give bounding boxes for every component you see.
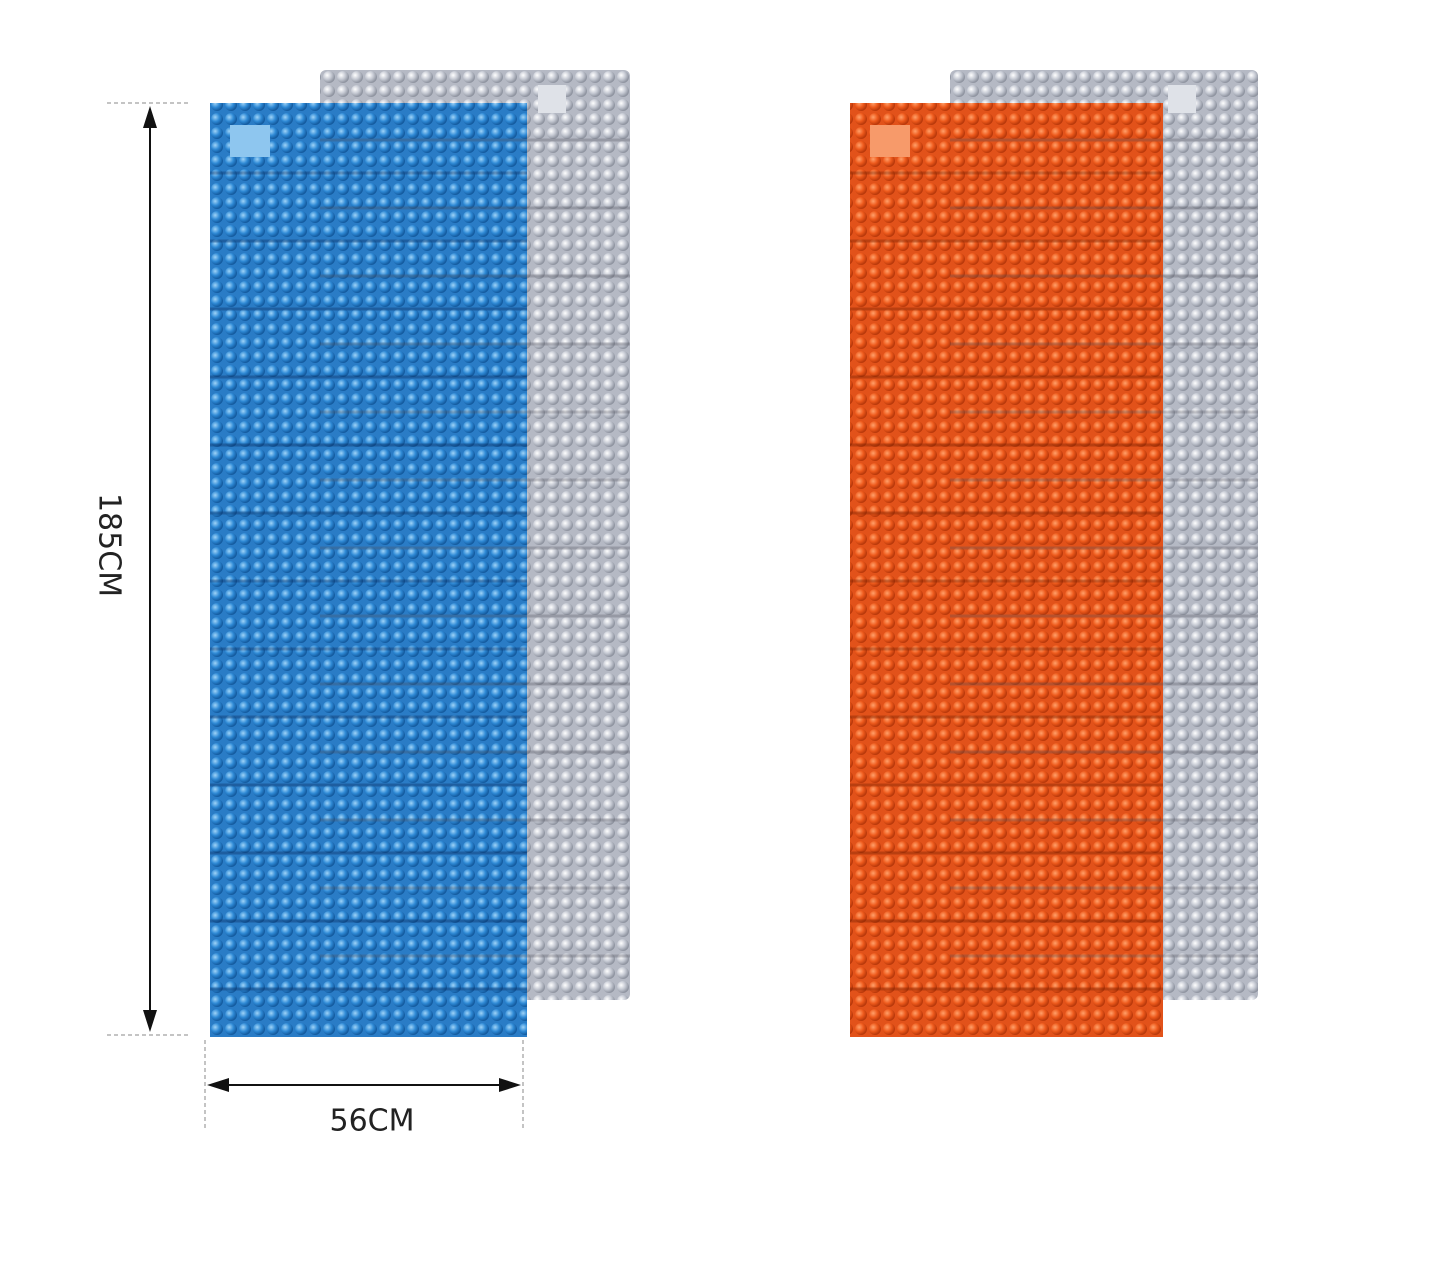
fold-lines <box>210 138 1258 991</box>
orange-mat <box>850 103 1163 1037</box>
blue-mat <box>210 103 527 1037</box>
logo-tag <box>1168 85 1196 113</box>
height-label: 185CM <box>92 493 127 597</box>
logo-tag <box>870 125 910 157</box>
logo-tag <box>230 125 270 157</box>
logo-tag <box>538 85 566 113</box>
width-label: 56CM <box>329 1104 414 1139</box>
